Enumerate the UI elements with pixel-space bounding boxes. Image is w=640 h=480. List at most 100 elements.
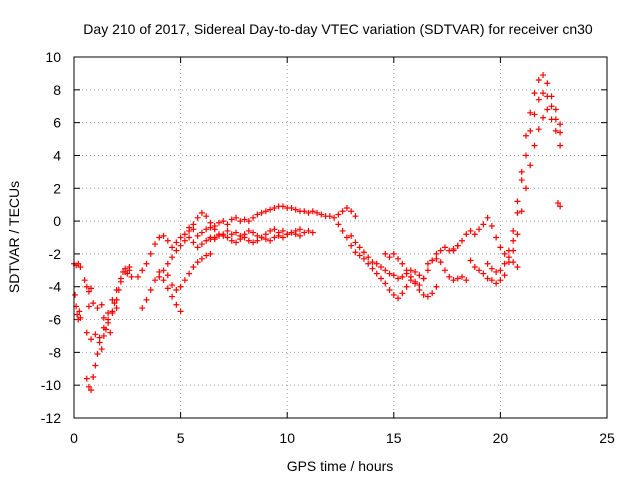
data-point bbox=[548, 93, 555, 100]
data-point bbox=[399, 290, 406, 297]
data-point bbox=[471, 264, 478, 271]
data-point bbox=[88, 336, 95, 343]
data-point bbox=[514, 209, 521, 216]
data-point bbox=[454, 242, 461, 249]
data-point bbox=[250, 214, 257, 221]
data-point bbox=[412, 268, 419, 275]
data-point bbox=[190, 221, 197, 228]
data-point bbox=[382, 267, 389, 274]
data-point bbox=[164, 260, 171, 267]
data-point bbox=[203, 226, 210, 233]
data-point bbox=[198, 209, 205, 216]
data-point bbox=[510, 227, 517, 234]
data-point bbox=[143, 296, 150, 303]
data-point bbox=[510, 237, 517, 244]
data-point bbox=[459, 273, 466, 280]
data-point bbox=[390, 291, 397, 298]
data-point bbox=[386, 254, 393, 261]
data-point bbox=[476, 226, 483, 233]
data-point bbox=[275, 232, 282, 239]
data-point bbox=[497, 267, 504, 274]
data-point bbox=[437, 247, 444, 254]
data-point bbox=[446, 273, 453, 280]
data-point bbox=[309, 229, 316, 236]
data-point bbox=[390, 272, 397, 279]
data-point bbox=[365, 254, 372, 261]
data-point bbox=[164, 237, 171, 244]
data-point bbox=[111, 300, 118, 307]
x-tick-label: 20 bbox=[493, 430, 509, 446]
data-point bbox=[488, 223, 495, 230]
data-point bbox=[250, 229, 257, 236]
data-point bbox=[544, 80, 551, 87]
data-point bbox=[369, 259, 376, 266]
y-tick-label: 0 bbox=[53, 213, 61, 229]
data-point bbox=[147, 250, 154, 257]
data-point bbox=[424, 260, 431, 267]
data-point bbox=[224, 221, 231, 228]
data-point bbox=[484, 214, 491, 221]
data-point bbox=[522, 132, 529, 139]
data-point bbox=[233, 239, 240, 246]
data-point bbox=[284, 231, 291, 238]
data-point bbox=[531, 90, 538, 97]
data-point bbox=[126, 264, 133, 271]
data-point bbox=[505, 259, 512, 266]
data-point bbox=[156, 234, 163, 241]
data-point bbox=[356, 244, 363, 251]
data-point bbox=[497, 244, 504, 251]
data-point bbox=[207, 236, 214, 243]
data-point bbox=[301, 208, 308, 215]
data-point bbox=[433, 283, 440, 290]
x-axis-label: GPS time / hours bbox=[287, 458, 394, 474]
data-point bbox=[296, 226, 303, 233]
data-point bbox=[98, 346, 105, 353]
data-point bbox=[352, 249, 359, 256]
data-point bbox=[271, 226, 278, 233]
data-point bbox=[288, 204, 295, 211]
data-point bbox=[518, 208, 525, 215]
data-point bbox=[190, 239, 197, 246]
data-point bbox=[173, 239, 180, 246]
data-point bbox=[416, 282, 423, 289]
y-tick-label: -12 bbox=[41, 410, 61, 426]
data-point bbox=[105, 316, 112, 323]
data-point bbox=[160, 277, 167, 284]
data-point bbox=[194, 214, 201, 221]
data-point bbox=[535, 96, 542, 103]
data-point bbox=[544, 106, 551, 113]
data-point bbox=[548, 116, 555, 123]
data-point bbox=[96, 334, 103, 341]
data-point bbox=[139, 267, 146, 274]
data-point bbox=[271, 204, 278, 211]
data-point bbox=[109, 296, 116, 303]
data-point bbox=[382, 280, 389, 287]
data-point bbox=[88, 285, 95, 292]
data-point bbox=[177, 308, 184, 315]
data-point bbox=[471, 231, 478, 238]
data-point bbox=[373, 260, 380, 267]
data-point bbox=[147, 287, 154, 294]
data-point bbox=[352, 213, 359, 220]
data-point bbox=[254, 211, 261, 218]
data-point bbox=[433, 255, 440, 262]
data-point bbox=[395, 275, 402, 282]
data-point bbox=[522, 152, 529, 159]
data-point bbox=[429, 257, 436, 264]
data-point bbox=[360, 255, 367, 262]
y-axis-label: SDTVAR / TECUs bbox=[6, 181, 22, 293]
data-point bbox=[215, 231, 222, 238]
data-point bbox=[378, 264, 385, 271]
data-point bbox=[527, 109, 534, 116]
data-point bbox=[92, 362, 99, 369]
data-point bbox=[514, 264, 521, 271]
data-point bbox=[531, 142, 538, 149]
data-point bbox=[343, 234, 350, 241]
y-tick-label: 6 bbox=[53, 115, 61, 131]
data-point bbox=[160, 267, 167, 274]
chart-title: Day 210 of 2017, Sidereal Day-to-day VTE… bbox=[83, 21, 593, 37]
data-point bbox=[484, 260, 491, 267]
data-point bbox=[514, 198, 521, 205]
data-point bbox=[403, 267, 410, 274]
data-point bbox=[356, 252, 363, 259]
